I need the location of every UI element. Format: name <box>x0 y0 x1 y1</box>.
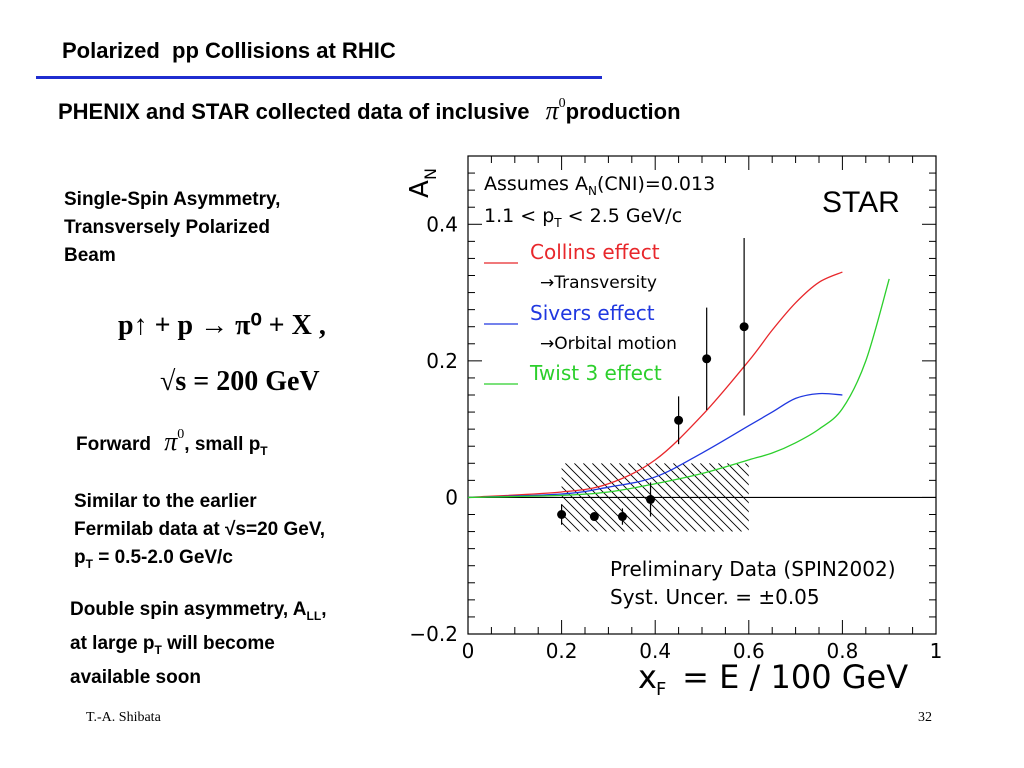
hatch-line <box>561 512 580 532</box>
page-number: 32 <box>918 710 932 725</box>
x-tick-label: 0.4 <box>639 639 671 663</box>
x-tick-label: 0.2 <box>546 639 578 663</box>
y-tick-label: 0.2 <box>426 349 458 373</box>
hatch-line <box>726 463 749 486</box>
subtitle-sup: 0 <box>558 96 566 111</box>
data-point <box>589 512 599 522</box>
data-points <box>557 237 749 525</box>
forward-sup: 0 <box>177 427 185 442</box>
hatch-line <box>561 503 589 532</box>
legend-label: Collins effect <box>530 240 660 264</box>
subtitle-post: production <box>565 99 681 124</box>
data-point <box>739 322 749 332</box>
similar-pt-sub: T <box>85 556 93 571</box>
curve-sivers-effect <box>467 392 843 499</box>
x-tick-label: 0.6 <box>733 639 765 663</box>
theory-curves <box>467 271 890 499</box>
annotation-top-2: 1.1 < pT < 2.5 GeV/c <box>484 205 682 230</box>
subtitle-pre: PHENIX and STAR collected data of inclus… <box>58 99 530 124</box>
slide-subtitle: PHENIX and STAR collected data of inclus… <box>58 96 681 126</box>
ssa-description: Single-Spin Asymmetry, Transversely Pola… <box>64 186 280 270</box>
similar-pt-line: pT = 0.5-2.0 GeV/c <box>74 544 325 578</box>
similar-line: Fermilab data at √s=20 GeV, <box>74 519 326 540</box>
ylabel-sub: N <box>421 168 440 180</box>
y-tick-label: 0 <box>445 485 458 509</box>
experiment-label: STAR <box>822 186 900 219</box>
subtitle-pi: π <box>545 96 559 125</box>
y-tick-label: −0.2 <box>409 622 458 646</box>
data-point <box>557 510 567 519</box>
legend-sublabel: →Orbital motion <box>540 334 677 354</box>
axis-ticks: 0 0.2 0.4 0.6 0.8 1−0.200.20.4 <box>409 155 943 663</box>
similar-line: Similar to the earlier <box>74 491 257 512</box>
ssa-line: Single-Spin Asymmetry, <box>64 189 281 210</box>
double-line-3: available soon <box>70 666 201 688</box>
title-underline <box>36 76 602 79</box>
double-line2-pre: at large p <box>70 632 155 654</box>
legend-label: Sivers effect <box>530 301 655 325</box>
legend-label: Twist 3 effect <box>529 361 662 385</box>
footer-author: T.-A. Shibata <box>86 710 161 725</box>
x-tick-label: 1 <box>930 639 943 663</box>
legend-sublabel: →Transversity <box>540 273 657 293</box>
forward-note: Forward π0, small pT <box>76 427 268 465</box>
asymmetry-chart: 0 0.2 0.4 0.6 0.8 1−0.200.20.4 A N x F = E / … <box>405 155 943 700</box>
double-pre: Double spin asymmetry, A <box>70 599 307 620</box>
xlabel-sub: F <box>656 679 666 700</box>
similar-pt: p <box>74 547 86 568</box>
annotation-bottom-1: Preliminary Data (SPIN2002) <box>610 557 896 581</box>
forward-pi: π <box>164 427 178 456</box>
reaction-formula: p↑ + p → π⁰ + X , <box>118 310 326 341</box>
annotation-bottom-2: Syst. Uncer. = ±0.05 <box>610 585 820 609</box>
similar-pt-rest: = 0.5-2.0 GeV/c <box>92 547 233 568</box>
double-line2-sub: T <box>154 642 162 657</box>
double-line-1: Double spin asymmetry, ALL, <box>70 596 326 630</box>
curve-collins-effect <box>467 271 843 499</box>
hatch-line <box>735 463 749 477</box>
double-post: , <box>321 599 327 620</box>
annotation-top: Assumes AN(CNI)=0.013 1.1 < pT < 2.5 GeV… <box>484 173 715 230</box>
ylabel-main: A <box>405 180 435 198</box>
xlabel-main: x <box>638 658 657 696</box>
data-point <box>646 494 656 504</box>
ssa-line: Transversely Polarized <box>64 217 270 238</box>
double-line-2: at large pT will become <box>70 630 326 664</box>
curve-twist-3-effect <box>467 278 890 499</box>
double-spin-note: Double spin asymmetry, ALL, at large pT … <box>70 596 326 692</box>
forward-sub: T <box>260 443 268 458</box>
y-axis-label: A N <box>405 168 440 198</box>
annotation-bottom: Preliminary Data (SPIN2002) Syst. Uncer.… <box>610 557 896 609</box>
x-tick-label: 0 <box>462 639 475 663</box>
y-tick-label: 0.4 <box>426 212 458 236</box>
data-point <box>702 354 712 364</box>
ssa-line: Beam <box>64 245 116 266</box>
forward-pre: Forward <box>76 434 151 455</box>
data-point <box>617 512 627 522</box>
legend: Collins effect →Transversity Sivers effect… <box>484 240 677 385</box>
forward-post: , small p <box>184 434 261 455</box>
annotation-top-1: Assumes AN(CNI)=0.013 <box>484 173 715 198</box>
double-line2-post: will become <box>161 632 275 654</box>
similar-note: Similar to the earlier Fermilab data at … <box>74 488 325 578</box>
x-tick-label: 0.8 <box>826 639 858 663</box>
hatch-line <box>717 463 749 495</box>
slide-title: Polarized pp Collisions at RHIC <box>62 38 396 63</box>
xlabel-rest: = E / 100 GeV <box>672 658 908 696</box>
x-axis-label: x F = E / 100 GeV <box>638 658 908 700</box>
energy-formula: √s = 200 GeV <box>160 366 320 397</box>
data-point <box>674 415 684 425</box>
double-sub: LL <box>306 608 322 623</box>
